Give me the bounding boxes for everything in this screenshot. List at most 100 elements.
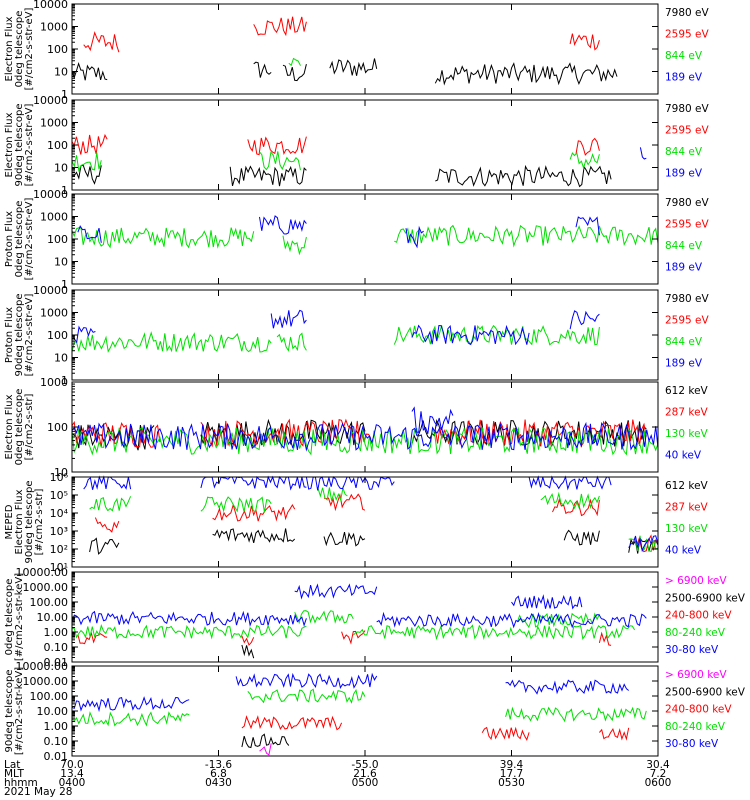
y-tick-label: 10 [54, 352, 68, 365]
series-blue-trace [83, 475, 659, 553]
trace-segment [511, 594, 583, 610]
trace-segment [575, 137, 600, 156]
chart-panel-6: 10¹ 10² 10³ 10⁴ 10⁵ 10⁶ MEPED Electron Flux 90de… [4, 471, 709, 574]
y-axis-label: [#/cm2-s-str-eV] [24, 294, 35, 377]
y-axis-label: MEPED [4, 504, 15, 539]
legend-entry: 7980 eV [665, 7, 710, 19]
series-blue-trace [71, 309, 600, 346]
chart-panel-7: 0.01 0.10 1.00 10.00 100.00 1000.00 10000.000d… [4, 566, 746, 669]
x-tick-mlt: 17.7 [500, 768, 523, 780]
x-row-label: hhmm [4, 777, 38, 789]
y-axis-label: Electron Flux [4, 112, 15, 177]
trace-segment [634, 534, 659, 553]
trace-segment [89, 537, 120, 555]
trace-segment [247, 136, 307, 156]
trace-segment [276, 332, 307, 352]
y-tick-label: 10 [54, 466, 68, 479]
legend-entry: 130 keV [665, 523, 709, 535]
trace-segment [394, 224, 659, 248]
trace-segment [71, 696, 190, 713]
y-tick-label: 10000 [33, 0, 68, 11]
y-tick-label: 1000 [40, 307, 68, 320]
trace-segment [71, 610, 307, 627]
series-green-trace [71, 324, 600, 353]
legend-entry: > 6900 keV [665, 575, 727, 587]
trace-segment [200, 475, 307, 491]
trace-segment [71, 325, 96, 344]
y-tick-label: 10 [54, 256, 68, 269]
trace-segment [376, 611, 647, 629]
trace-segment [341, 630, 366, 645]
y-tick-label: 100 [47, 329, 68, 342]
trace-segment [288, 57, 301, 67]
y-tick-label: 10¹ [50, 561, 68, 574]
trace-segment [329, 58, 378, 76]
series-blue-trace [71, 672, 630, 713]
panel-frame [71, 571, 659, 663]
x-tick-hhmm: 0600 [645, 777, 672, 789]
y-tick-label: 0.01 [44, 750, 69, 763]
trace-segment [435, 164, 612, 188]
trace-segment [94, 517, 120, 533]
series-red-trace [94, 493, 659, 553]
trace-segment [241, 715, 343, 731]
y-axis-label: Electron Flux [4, 394, 15, 459]
y-axis-label: 90deg telescope [24, 480, 35, 563]
series-red-trace [241, 715, 630, 742]
y-axis-label: [#/cm2-s-str-keV] [14, 667, 25, 755]
trace-segment [241, 733, 290, 749]
y-tick-label: 10000 [33, 284, 68, 297]
y-tick-label: 10000.00 [16, 566, 69, 579]
legend-entry: 844 eV [665, 50, 703, 62]
trace-segment [563, 529, 600, 546]
x-tick-hhmm: 0430 [205, 777, 232, 789]
y-tick-label: 10⁶ [50, 471, 69, 484]
trace-segment [71, 331, 272, 353]
trace-segment [71, 152, 102, 173]
x-tick-lat: 30.4 [646, 759, 670, 771]
y-tick-label: 100.00 [30, 690, 69, 703]
trace-segment [71, 711, 190, 727]
trace-segment [229, 165, 307, 187]
y-tick-label: 100 [47, 421, 68, 434]
series-red-trace [77, 630, 612, 646]
trace-segment [282, 63, 307, 82]
legend-entry: 2595 eV [665, 314, 710, 326]
trace-segment [200, 496, 272, 513]
legend-entry: 240-800 keV [665, 610, 732, 622]
y-tick-label: 1.00 [44, 720, 69, 733]
chart-panel-5: 10 100 1000 Electron Flux 0deg telescope [#/c… [4, 376, 709, 479]
x-tick-mlt: 21.6 [353, 768, 377, 780]
legend-entry: 189 eV [665, 261, 703, 273]
series-blue-trace [639, 147, 647, 160]
legend-entry: 844 eV [665, 240, 703, 252]
trace-segment [569, 33, 600, 51]
y-tick-label: 1 [61, 374, 68, 387]
y-tick-label: 10000.00 [16, 660, 69, 673]
trace-segment [575, 216, 600, 236]
x-tick-lat: 39.4 [500, 759, 524, 771]
trace-segment [352, 624, 636, 641]
trace-segment [323, 493, 366, 512]
y-tick-label: 1000.00 [23, 675, 69, 688]
chart-panel-2: 1 10 100 1000 10000 Electron Flux 90deg telesc… [4, 94, 710, 197]
legend-entry: 2500-6900 keV [665, 592, 746, 604]
y-axis-label: Proton Flux [4, 211, 15, 267]
legend-entry: 30-80 keV [665, 738, 719, 750]
chart-panel-3: 1 10 100 1000 10000 Proton Flux 0deg telescope… [4, 188, 710, 291]
series-magenta-trace [259, 743, 272, 756]
trace-segment [516, 612, 600, 629]
y-tick-label: 1000 [40, 211, 68, 224]
y-axis-label: [#/cm2-s-str-eV] [24, 198, 35, 281]
trace-segment [71, 227, 255, 249]
trace-segment [71, 133, 108, 155]
trace-segment [83, 31, 120, 53]
legend-entry: 189 eV [665, 167, 703, 179]
y-axis-label: [#/cm2-s-str-eV] [24, 104, 35, 187]
y-tick-label: 0.10 [44, 641, 69, 654]
y-tick-label: 10⁵ [50, 489, 68, 502]
y-tick-label: 1.00 [44, 626, 69, 639]
series-green-trace [71, 151, 600, 173]
trace-segment [505, 706, 647, 723]
legend-entry: 287 keV [665, 406, 709, 418]
